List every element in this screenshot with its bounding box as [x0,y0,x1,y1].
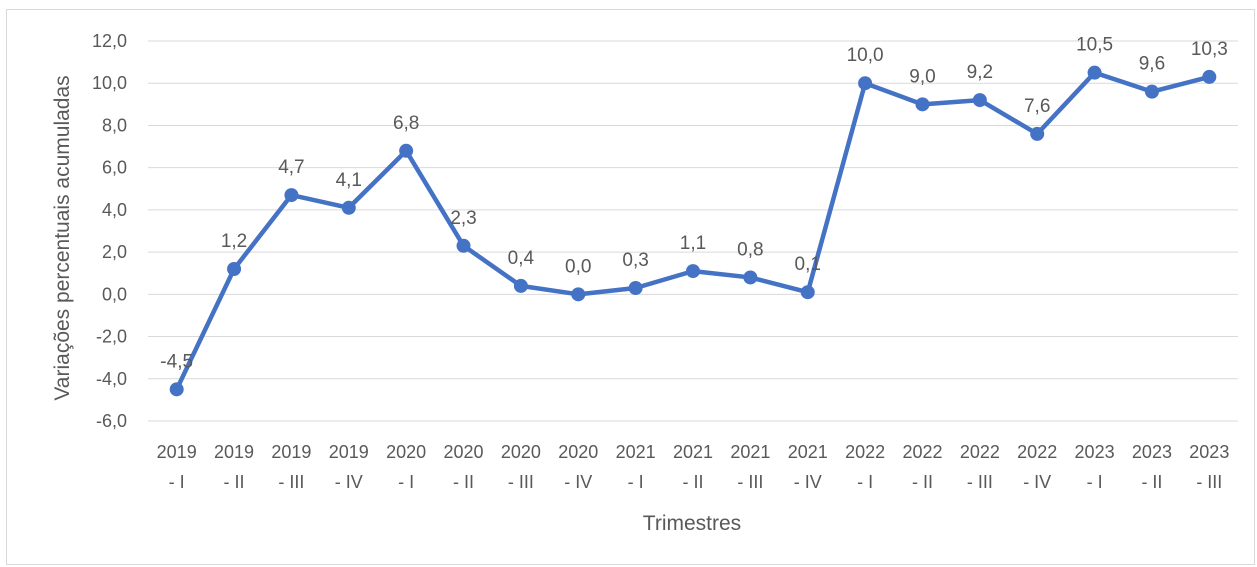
data-points [169,65,1217,397]
data-point [169,382,184,397]
data-label: 10,5 [1076,35,1113,56]
data-label: 1,1 [680,233,706,254]
x-category-year: 2020 [444,442,484,462]
x-category-quarter: - III [278,472,304,492]
data-label: 2,3 [450,208,476,229]
y-tick-label: 6,0 [102,158,127,178]
y-tick-label: 4,0 [102,200,127,220]
x-category-quarter: - I [1087,472,1103,492]
series-line-group [174,70,1212,392]
y-tick-label: -4,0 [96,369,127,389]
data-label: 9,2 [967,62,993,83]
data-point [456,238,471,253]
data-point [1202,69,1217,84]
x-category-quarter: - II [453,472,474,492]
x-category-quarter: - I [857,472,873,492]
x-category-year: 2022 [960,442,1000,462]
y-tick-label: 10,0 [92,73,127,93]
x-category-quarter: - III [737,472,763,492]
x-category-quarter: - II [683,472,704,492]
x-category-year: 2022 [1017,442,1057,462]
data-label: 9,0 [909,66,935,87]
series-line [174,70,1212,392]
data-point [915,97,930,112]
x-category-year: 2023 [1132,442,1172,462]
x-category-year: 2019 [157,442,197,462]
y-tick-label: 8,0 [102,115,127,135]
x-category-year: 2023 [1075,442,1115,462]
data-label: 7,6 [1024,96,1050,117]
x-category-quarter: - I [398,472,414,492]
data-point [341,200,356,215]
data-point [1087,65,1102,80]
data-label: 9,6 [1139,54,1165,75]
x-category-year: 2023 [1189,442,1229,462]
data-point [399,143,414,158]
data-label: 10,0 [847,45,884,66]
data-label: 4,7 [278,157,304,178]
x-category-quarter: - III [967,472,993,492]
x-category-year: 2021 [616,442,656,462]
x-category-quarter: - IV [1023,472,1051,492]
data-point [1144,84,1159,99]
y-axis-title: Variações percentuais acumuladas [51,75,74,400]
y-tick-label: -6,0 [96,411,127,431]
x-category-year: 2020 [558,442,598,462]
x-category-year: 2022 [845,442,885,462]
x-category-quarter: - II [912,472,933,492]
y-tick-label: 2,0 [102,242,127,262]
x-axis-categories: 2019 - I 2019 - II 2019 - III 2019 - IV 2020 - I 2… [157,442,1230,492]
data-label: 0,4 [508,248,535,269]
data-label: 0,1 [795,254,821,275]
x-category-quarter: - IV [335,472,363,492]
x-category-quarter: - I [169,472,185,492]
x-category-year: 2019 [329,442,369,462]
data-point [686,264,700,279]
x-category-quarter: - II [224,472,245,492]
x-category-quarter: - III [508,472,534,492]
data-point [513,278,528,293]
x-category-year: 2021 [730,442,770,462]
x-category-year: 2021 [788,442,828,462]
data-point [571,287,586,302]
data-label: 0,0 [565,256,591,277]
data-point [227,262,242,276]
gridlines [148,40,1238,422]
x-category-quarter: - IV [564,472,592,492]
y-axis-ticks: 12,0 10,0 8,0 6,0 4,0 2,0 0,0 -2,0 -4,0 -6,0 [92,31,127,431]
x-category-year: 2021 [673,442,713,462]
data-label: 10,3 [1191,39,1228,60]
data-label: 6,8 [393,113,419,134]
data-label: 4,1 [336,170,362,191]
x-category-year: 2020 [386,442,426,462]
x-axis-title: Trimestres [643,512,741,535]
x-category-quarter: - I [628,472,644,492]
data-point [972,93,987,108]
x-category-year: 2022 [902,442,942,462]
data-point [1030,126,1045,141]
x-category-quarter: - III [1196,472,1222,492]
data-label: 0,3 [622,250,648,271]
data-label: -4,5 [160,351,193,372]
x-category-year: 2020 [501,442,541,462]
y-tick-label: -2,0 [96,327,127,347]
data-label: 0,8 [737,239,763,260]
data-point [284,188,299,203]
data-point [800,285,815,300]
x-category-year: 2019 [214,442,254,462]
data-labels: -4,5 1,2 4,7 4,1 6,8 2,3 0,4 0,0 0,3 1,1 0,8 0,1 10,… [160,35,1227,373]
y-tick-label: 0,0 [102,284,127,304]
data-point [628,281,643,295]
data-point [743,270,758,285]
x-category-year: 2019 [271,442,311,462]
data-point [858,76,873,91]
x-category-quarter: - IV [794,472,822,492]
x-category-quarter: - II [1141,472,1162,492]
data-label: 1,2 [221,231,247,252]
y-tick-label: 12,0 [92,31,127,51]
